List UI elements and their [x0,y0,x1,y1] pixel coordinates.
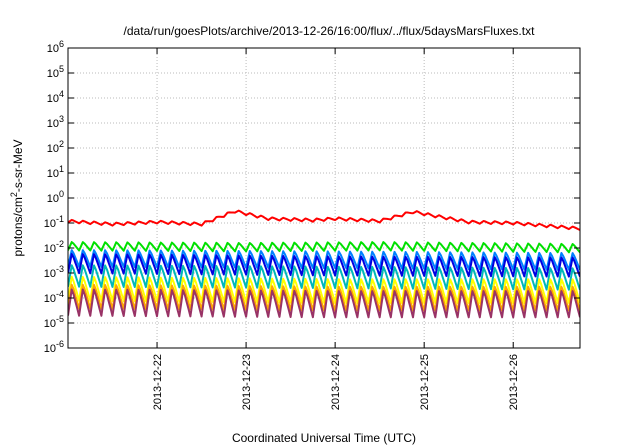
series-line-2 [68,241,580,254]
x-axis-ticks: 2013-12-22 2013-12-23 2013-12-24 2013-12-25… [152,48,520,410]
y-tick-label: 103 [47,114,64,130]
y-tick-label: 10-1 [44,214,64,230]
series-line-5 [68,264,580,291]
series-line-1 [68,209,580,231]
x-tick-label: 2013-12-25 [419,354,431,410]
y-tick-label: 106 [47,39,64,55]
y-tick-label: 10-4 [44,289,64,305]
series-line-6 [68,275,580,304]
x-tick-label: 2013-12-24 [330,354,342,410]
x-tick-label: 2013-12-23 [241,354,253,410]
x-tick-label: 2013-12-22 [152,354,164,410]
y-tick-label: 104 [47,89,64,105]
x-axis-title: Coordinated Universal Time (UTC) [232,431,416,445]
chart-title: /data/run/goesPlots/archive/2013-12-26/1… [124,24,536,38]
series-line-4 [68,253,580,278]
y-tick-label: 105 [47,64,64,80]
y-tick-label: 102 [47,139,64,155]
y-axis-ticks: 10-6 10-5 10-4 10-3 10-2 10-1 100 101 102 103 104 1… [44,39,580,355]
y-tick-label: 101 [47,164,64,180]
x-tick-label: 2013-12-26 [508,354,520,410]
y-tick-label: 10-5 [44,314,64,330]
y-tick-label: 10-2 [44,239,64,255]
series-line-8 [68,288,580,319]
y-axis-title: protons/cm2-s-sr-MeV [9,139,25,256]
y-tick-label: 10-3 [44,264,64,280]
series-lines [68,209,580,319]
y-tick-label: 100 [47,189,64,205]
series-line-3 [68,249,580,271]
y-tick-label: 10-6 [44,339,64,355]
